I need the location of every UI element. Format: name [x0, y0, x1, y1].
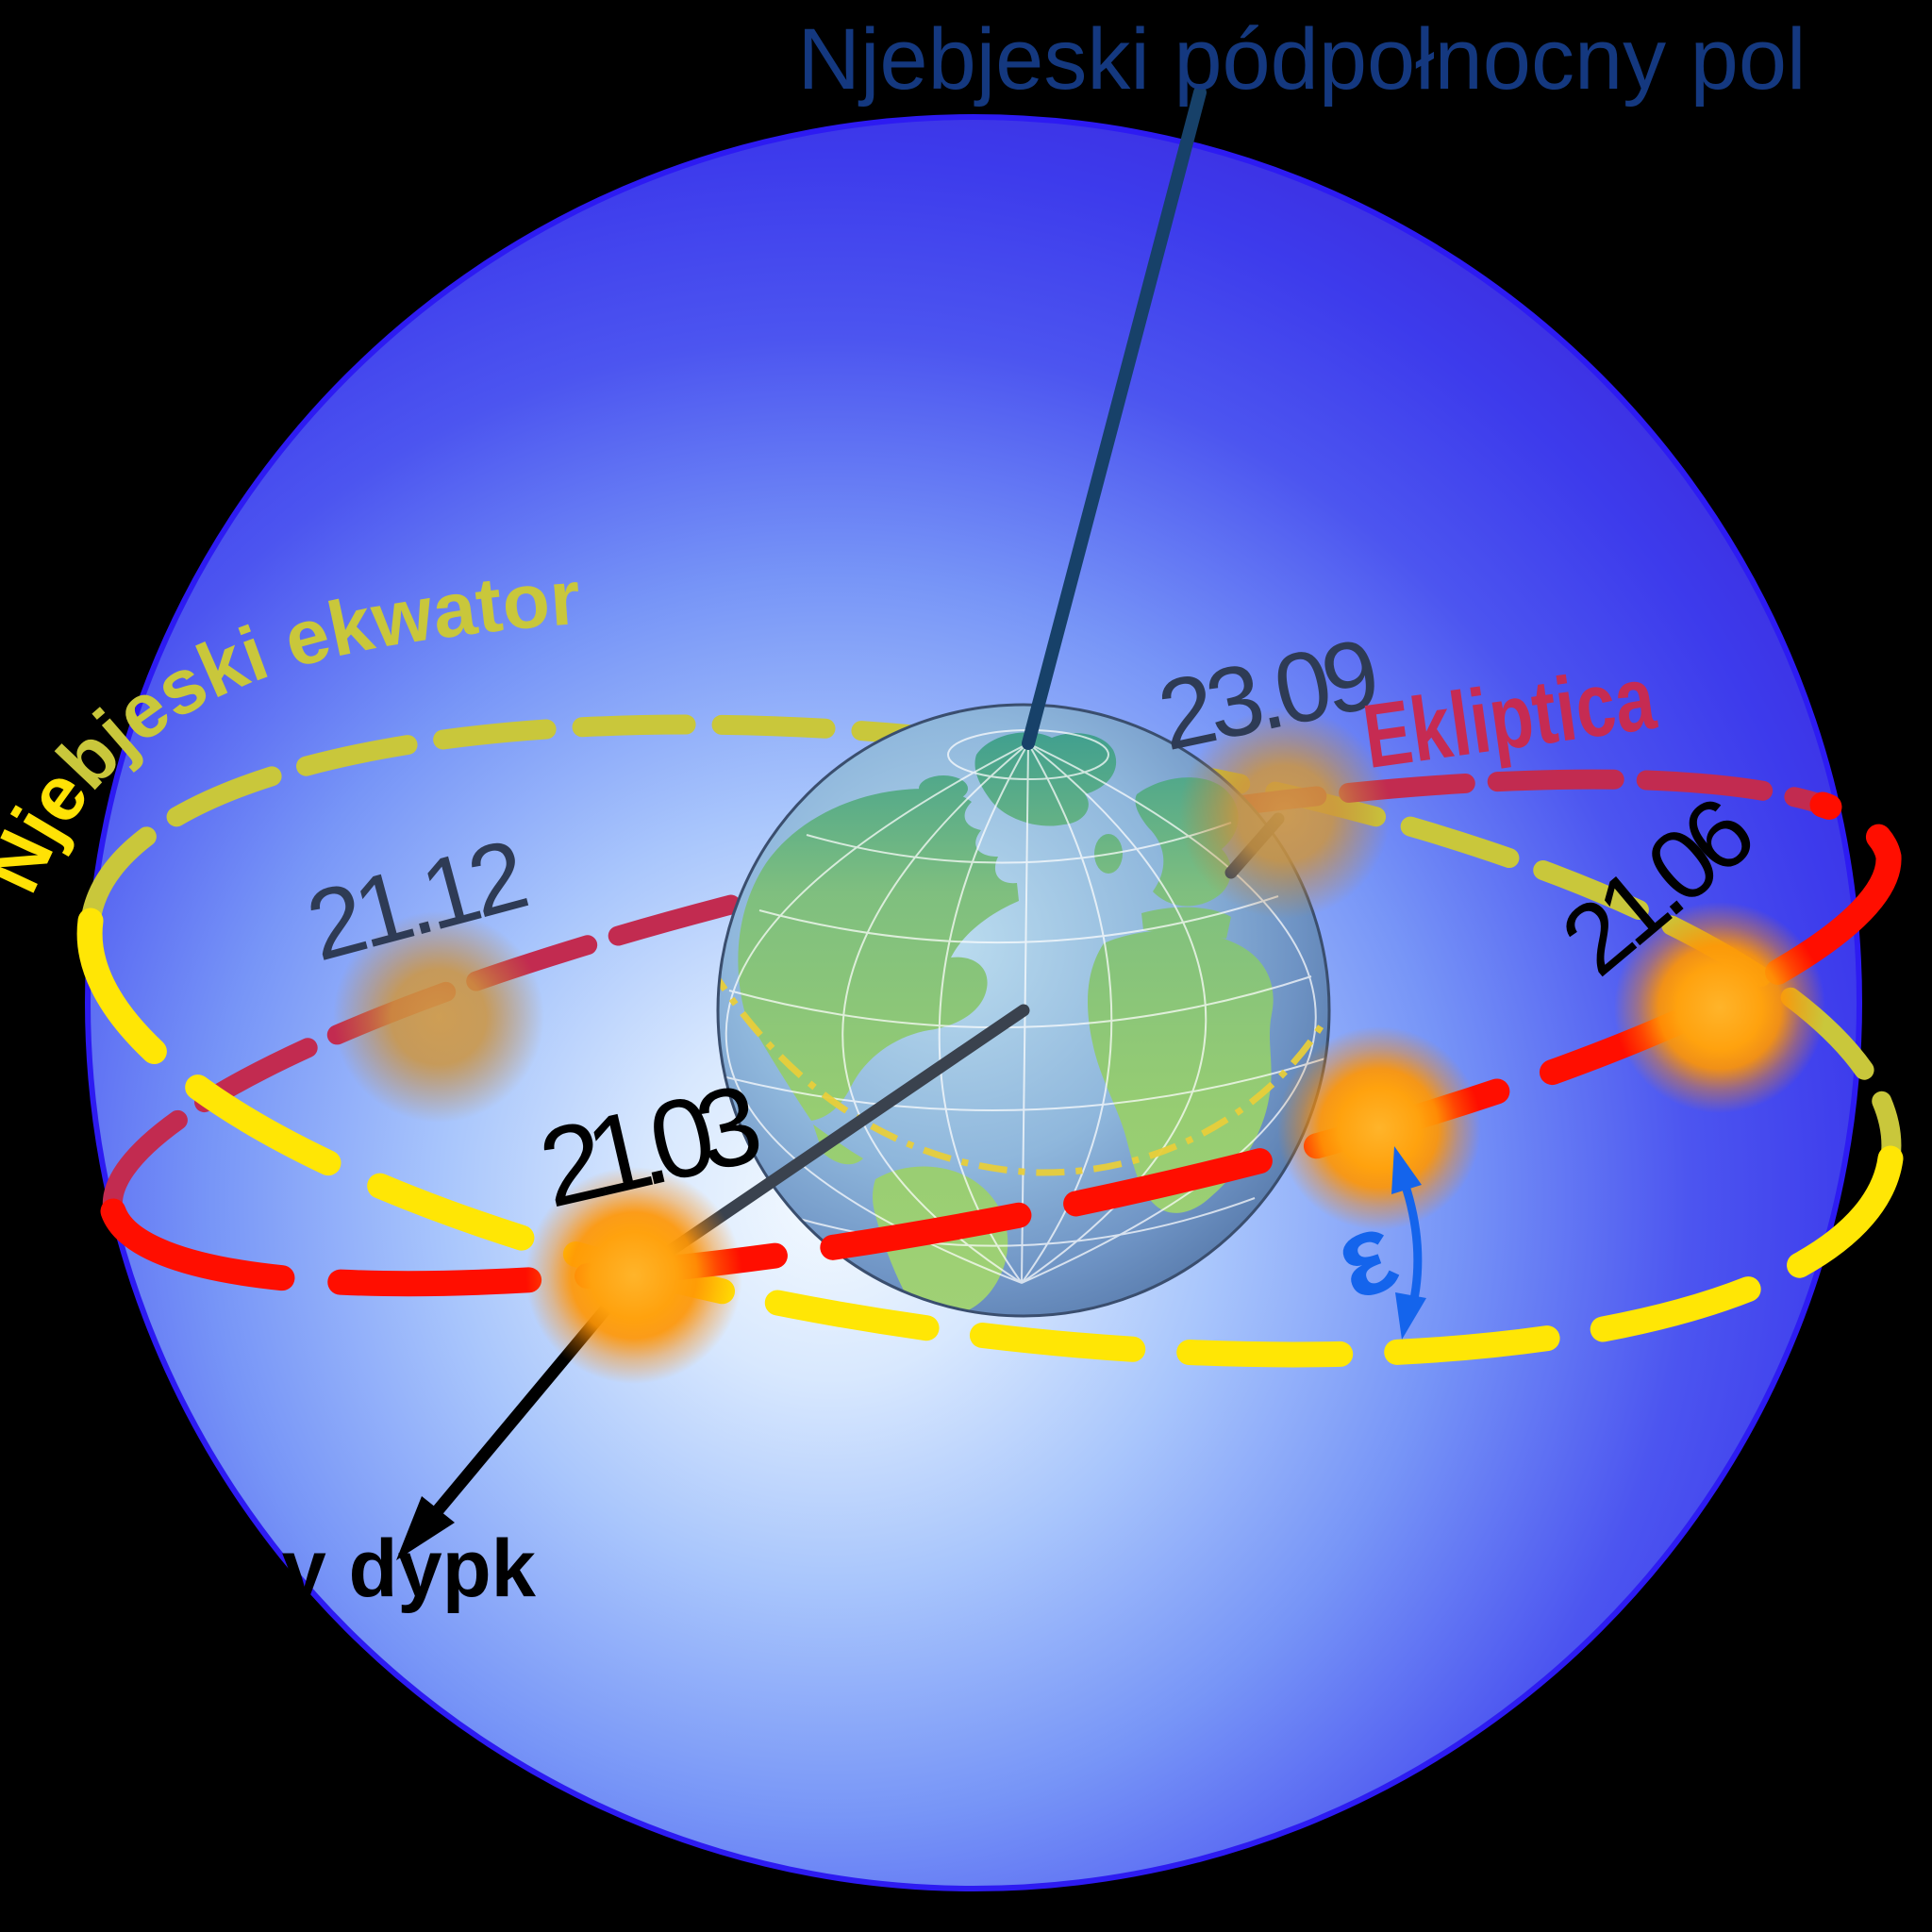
- celestial-axis-line: [1022, 86, 1207, 750]
- ecliptic-front-line: [100, 791, 1902, 1297]
- sun-spring-21-03: [525, 1167, 742, 1384]
- meridian-line: [841, 742, 1029, 1284]
- vernal-point-arrowhead-icon: [396, 1496, 455, 1560]
- meridian-line: [724, 742, 1029, 1284]
- sun-summer-21-06: [1614, 902, 1825, 1113]
- continent-central-america: [813, 1124, 863, 1165]
- celestial-equator-front-line: [76, 908, 1904, 1368]
- earth-equator-dashdot-line: [718, 964, 1325, 1176]
- obliquity-arrowhead-down-icon: [1395, 1292, 1426, 1340]
- earth-outline: [716, 703, 1331, 1318]
- vernal-point-label: nalětny dypk: [45, 1524, 536, 1614]
- sun-on-ecliptic: [1277, 1026, 1481, 1230]
- meridian-line: [1021, 742, 1208, 1284]
- parallel-line: [806, 822, 1232, 864]
- meridian-line: [1021, 742, 1317, 1284]
- page-title: Njebjeski pódpołnocny pol: [798, 11, 1807, 108]
- continent-north-america: [738, 789, 1019, 1121]
- obliquity-angle-arrow: [1391, 1146, 1426, 1340]
- meridian-line: [1021, 742, 1113, 1284]
- parallel-line: [758, 895, 1279, 944]
- sun-autumn-23-09: [1179, 708, 1391, 919]
- obliquity-arrowhead-up-icon: [1391, 1146, 1422, 1194]
- parallel-line: [728, 975, 1312, 1029]
- parallel-line: [718, 1058, 1326, 1111]
- sun-winter-21-12: [333, 911, 544, 1123]
